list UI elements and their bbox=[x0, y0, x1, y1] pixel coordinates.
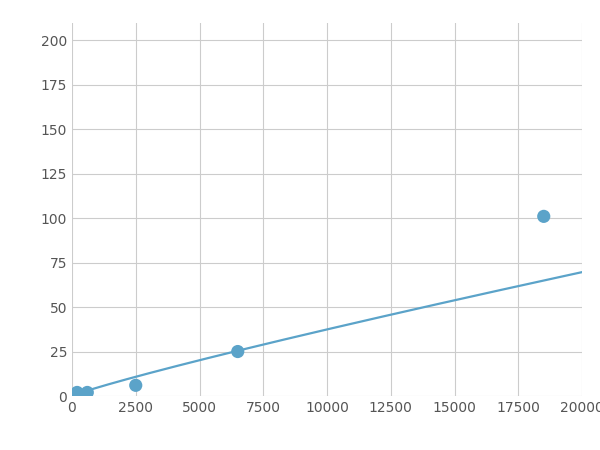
Point bbox=[131, 382, 140, 389]
Point bbox=[539, 213, 548, 220]
Point bbox=[233, 348, 242, 355]
Point bbox=[72, 389, 82, 396]
Point bbox=[83, 389, 92, 396]
